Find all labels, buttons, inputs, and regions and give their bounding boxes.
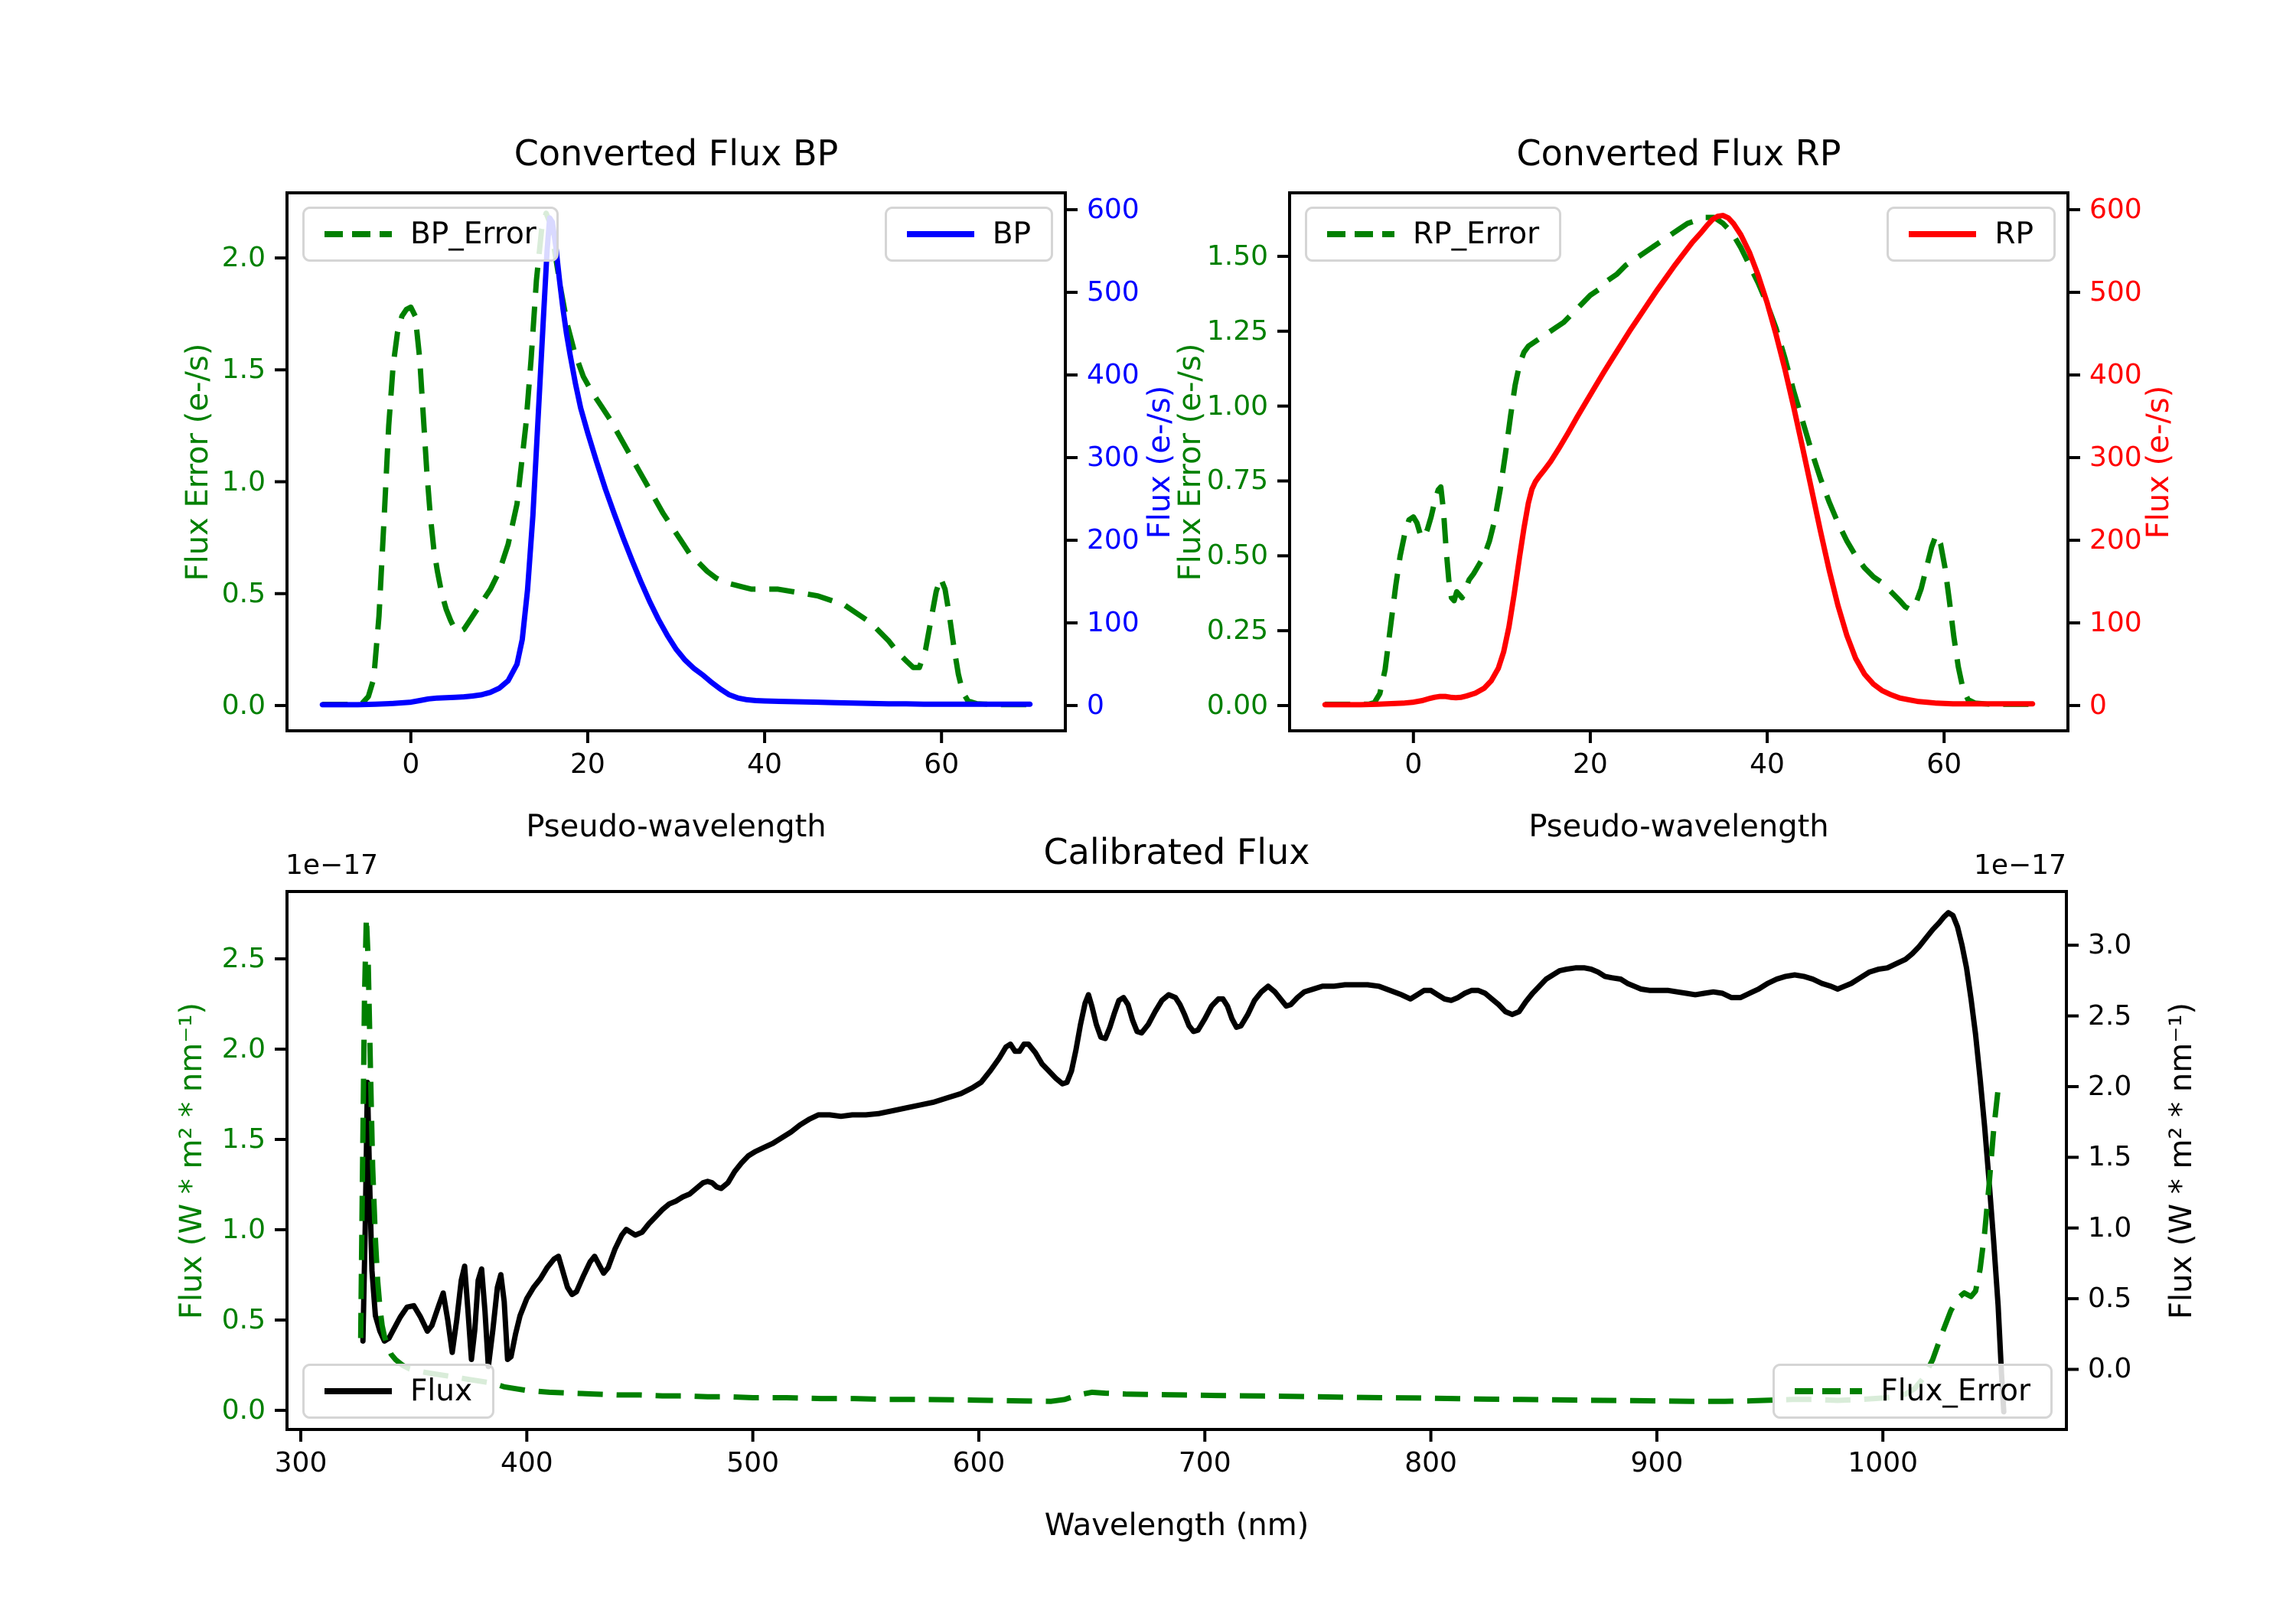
bp-xaxis-label: Pseudo-wavelength [526, 809, 827, 844]
y-tick-label-left: 0.5 [221, 577, 266, 609]
legend-bp_error: BP_Error [302, 207, 559, 262]
cal-right-offset-text: 1e−17 [1973, 849, 2066, 881]
axes-spines [1288, 191, 2069, 732]
rp-plot-area [1277, 191, 2080, 743]
y-tick-label-right: 0.0 [2088, 1353, 2132, 1385]
legend-flux: Flux [302, 1364, 495, 1419]
y-tick-label-right: 1.0 [2088, 1211, 2132, 1244]
y-tick-label-right: 0 [2089, 689, 2107, 721]
y-tick-label-left: 1.00 [1206, 390, 1268, 422]
x-tick-label: 20 [570, 748, 605, 780]
rp-title: Converted Flux RP [1516, 132, 1841, 174]
x-tick-label: 0 [1404, 748, 1423, 780]
y-tick-label-right: 400 [1087, 359, 1140, 390]
y-tick-label-left: 1.5 [221, 354, 266, 386]
y-tick-label-left: 2.0 [221, 242, 266, 274]
curve-rp_error [1325, 214, 2033, 707]
y-tick-label-right: 0.5 [2088, 1283, 2132, 1315]
axes-converted-flux-bp: Converted Flux BP Pseudo-wavelength Flux… [180, 133, 1177, 844]
curve-flux [360, 910, 2007, 1415]
legend-rp: RP [1887, 207, 2056, 262]
y-tick-label-right: 2.0 [2088, 1070, 2132, 1102]
cal-yaxis-right-label: Flux (W * m² * nm⁻¹) [2164, 1002, 2199, 1319]
y-tick-label-left: 0.0 [221, 689, 266, 721]
y-tick-label-left: 0.50 [1206, 539, 1268, 572]
axes-spines [285, 890, 2068, 1431]
y-tick-label-right: 500 [1087, 276, 1140, 308]
axes-converted-flux-rp: Converted Flux RP Pseudo-wavelength Flux… [1172, 133, 2176, 844]
y-tick-label-right: 2.5 [2088, 999, 2132, 1032]
y-tick-label-left: 0.5 [221, 1303, 266, 1335]
rp-yaxis-right-label: Flux (e-/s) [2141, 385, 2176, 539]
y-tick-label-right: 200 [1087, 523, 1140, 556]
cal-left-offset-text: 1e−17 [285, 849, 379, 881]
y-tick-label-right: 500 [2089, 276, 2142, 308]
y-tick-label-right: 400 [2089, 359, 2142, 390]
x-tick-label: 40 [1750, 748, 1785, 780]
y-tick-label-left: 1.0 [221, 1214, 266, 1245]
y-tick-label-left: 0.75 [1206, 464, 1268, 497]
y-tick-label-left: 0.0 [221, 1393, 266, 1426]
cal-title: Calibrated Flux [1043, 831, 1310, 872]
x-tick-label: 600 [952, 1447, 1006, 1478]
x-tick-label: 60 [924, 748, 960, 780]
y-tick-label-left: 2.5 [221, 943, 266, 975]
curve-bp_error [322, 210, 1030, 708]
y-tick-label-right: 600 [2089, 194, 2142, 226]
x-tick-label: 300 [274, 1447, 328, 1478]
legend-label: Flux_Error [1880, 1374, 2030, 1408]
x-tick-label: 20 [1573, 748, 1608, 780]
y-tick-label-left: 0.00 [1206, 689, 1268, 721]
axes-calibrated-flux: Calibrated Flux Wavelength (nm) Flux (W … [174, 832, 2199, 1543]
bp-title: Converted Flux BP [514, 132, 839, 174]
legend-label: BP [992, 217, 1031, 251]
cal-plot-area [275, 890, 2079, 1442]
x-tick-label: 500 [726, 1447, 779, 1478]
y-tick-label-right: 600 [1087, 194, 1140, 226]
y-tick-label-right: 200 [2089, 523, 2142, 556]
y-tick-label-right: 100 [2089, 606, 2142, 638]
legend-label: Flux [410, 1374, 473, 1408]
x-tick-label: 900 [1630, 1447, 1684, 1478]
axes-spines [285, 191, 1067, 732]
x-tick-label: 60 [1926, 748, 1962, 780]
legend-label: RP_Error [1413, 217, 1540, 251]
y-tick-label-left: 1.5 [221, 1123, 266, 1155]
x-tick-label: 40 [747, 748, 782, 780]
rp-xaxis-label: Pseudo-wavelength [1528, 809, 1829, 844]
curve-rp [1322, 213, 2036, 708]
y-tick-label-right: 0 [1087, 689, 1104, 721]
y-tick-label-right: 3.0 [2088, 929, 2132, 961]
y-tick-label-left: 0.25 [1206, 614, 1268, 647]
legend-bp: BP [884, 207, 1053, 262]
x-tick-label: 800 [1404, 1447, 1457, 1478]
y-tick-label-right: 300 [1087, 441, 1140, 473]
rp-yaxis-left-label: Flux Error (e-/s) [1172, 343, 1208, 581]
legend-rp_error: RP_Error [1305, 207, 1562, 262]
legend-label: BP_Error [410, 217, 536, 251]
x-tick-label: 0 [402, 748, 420, 780]
x-tick-label: 700 [1178, 1447, 1231, 1478]
curve-bp [319, 215, 1033, 708]
legend-label: RP [1994, 217, 2033, 251]
cal-yaxis-left-label: Flux (W * m² * nm⁻¹) [174, 1002, 209, 1319]
y-tick-label-right: 100 [1087, 606, 1140, 638]
cal-xaxis-label: Wavelength (nm) [1044, 1508, 1309, 1543]
bp-plot-area [275, 191, 1078, 743]
y-tick-label-right: 300 [2089, 441, 2142, 473]
y-tick-label-right: 1.5 [2088, 1141, 2132, 1173]
y-tick-label-left: 1.0 [221, 465, 266, 497]
y-tick-label-left: 2.0 [221, 1033, 266, 1064]
y-tick-label-left: 1.50 [1206, 240, 1268, 272]
bp-yaxis-left-label: Flux Error (e-/s) [180, 343, 215, 581]
x-tick-label: 1000 [1848, 1447, 1919, 1478]
y-tick-label-left: 1.25 [1206, 315, 1268, 347]
x-tick-label: 400 [500, 1447, 553, 1478]
legend-flux_error: Flux_Error [1773, 1364, 2053, 1419]
